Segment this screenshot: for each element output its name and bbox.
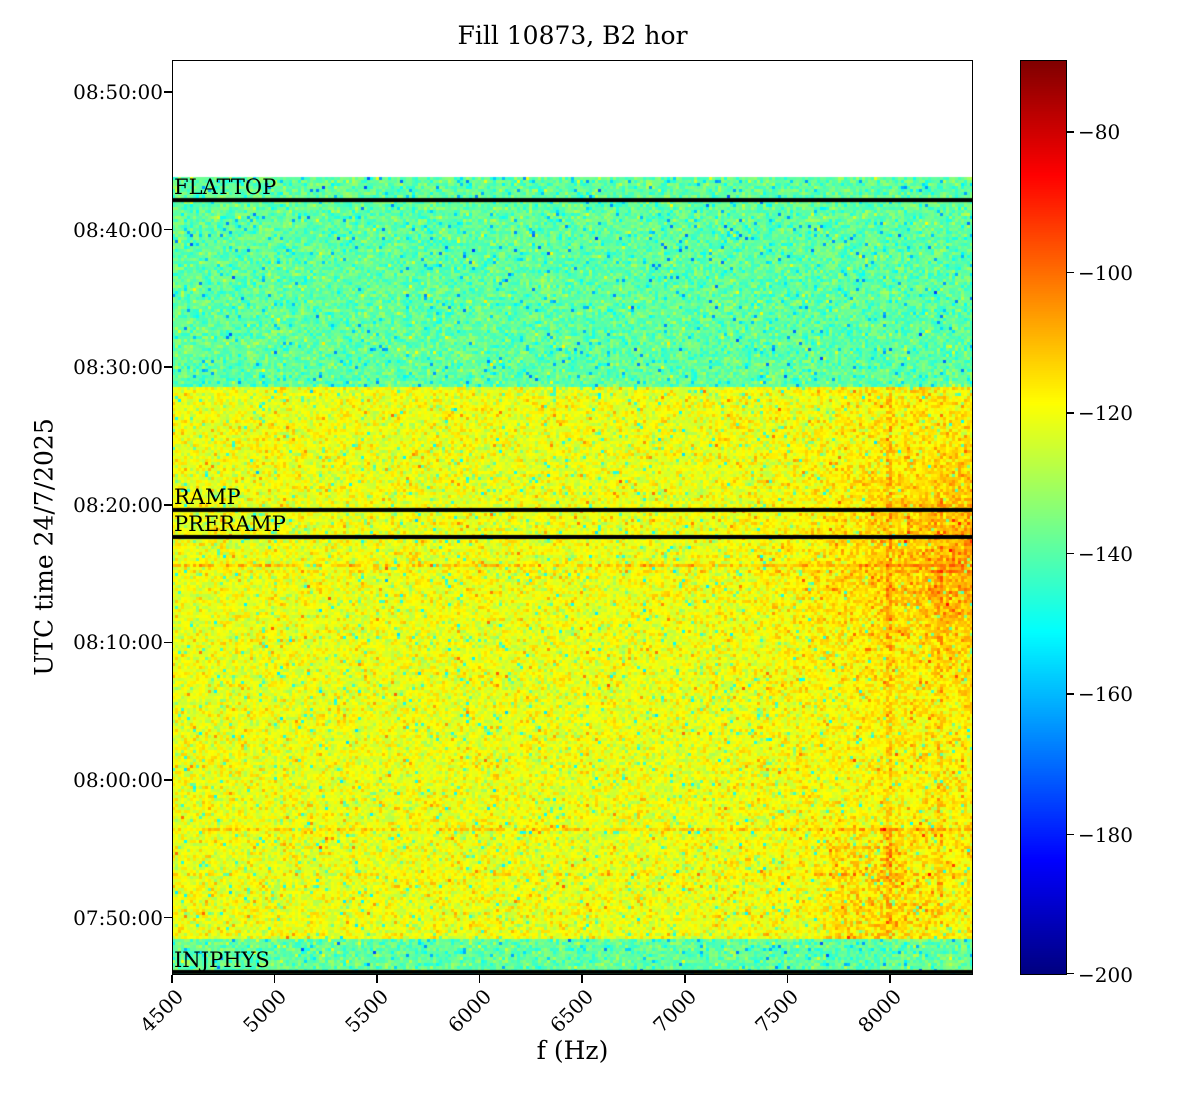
- y-tick-mark: [164, 641, 172, 644]
- y-tick-label: 08:30:00: [73, 355, 163, 380]
- colorbar-tick-label: −100: [1078, 260, 1133, 285]
- y-tick-label: 08:10:00: [73, 630, 163, 655]
- y-tick-label: 08:50:00: [73, 80, 163, 105]
- colorbar-tick-mark: [1067, 693, 1074, 695]
- x-tick-label: 7500: [750, 984, 804, 1038]
- y-tick-mark: [164, 504, 172, 506]
- spectrogram-heatmap: [172, 60, 973, 975]
- x-tick-label: 6500: [545, 984, 599, 1038]
- y-tick-label: 08:20:00: [73, 492, 163, 517]
- x-axis-label: f (Hz): [536, 1036, 609, 1065]
- colorbar-tick-mark: [1067, 972, 1074, 975]
- x-tick-label: 5500: [340, 984, 394, 1038]
- y-tick-label: 08:00:00: [73, 768, 163, 793]
- x-tick-label: 8000: [853, 984, 907, 1038]
- x-tick-mark: [376, 975, 378, 983]
- event-label-flattop: FLATTOP: [174, 175, 277, 200]
- y-tick-mark: [164, 916, 172, 919]
- event-label-ramp: RAMP: [174, 484, 241, 509]
- x-tick-mark: [581, 975, 584, 983]
- colorbar-tick-label: −200: [1078, 963, 1133, 987]
- y-tick-mark: [164, 366, 172, 369]
- event-label-preramp: PRERAMP: [174, 511, 286, 536]
- x-tick-label: 7000: [648, 984, 702, 1038]
- x-tick-label: 5000: [237, 984, 291, 1038]
- y-tick-label: 08:40:00: [73, 217, 163, 242]
- colorbar-tick-mark: [1067, 271, 1074, 274]
- x-tick-mark: [684, 975, 686, 983]
- colorbar-tick-mark: [1067, 552, 1074, 555]
- x-tick-mark: [171, 975, 173, 983]
- x-tick-label: 6000: [442, 984, 496, 1038]
- x-tick-mark: [889, 975, 891, 983]
- x-tick-mark: [478, 975, 481, 983]
- x-tick-label: 4500: [135, 984, 189, 1038]
- colorbar-tick-mark: [1067, 131, 1074, 133]
- colorbar-tick-label: −120: [1078, 401, 1133, 425]
- y-tick-mark: [164, 779, 172, 781]
- y-tick-mark: [164, 91, 172, 93]
- y-axis-label: UTC time 24/7/2025: [29, 418, 59, 676]
- chart-title: Fill 10873, B2 hor: [457, 21, 688, 50]
- x-tick-mark: [273, 975, 276, 983]
- colorbar-tick-mark: [1067, 833, 1074, 836]
- x-tick-mark: [786, 975, 789, 983]
- colorbar-tick-label: −180: [1078, 822, 1133, 847]
- y-tick-label: 07:50:00: [73, 905, 163, 930]
- event-label-injphys: INJPHYS: [174, 948, 270, 972]
- colorbar-tick-label: −140: [1078, 541, 1133, 566]
- colorbar-tick-mark: [1067, 412, 1074, 414]
- colorbar-tick-label: −160: [1078, 682, 1133, 706]
- colorbar-gradient: [1020, 60, 1067, 975]
- y-tick-mark: [164, 228, 172, 231]
- colorbar-tick-label: −80: [1078, 120, 1121, 144]
